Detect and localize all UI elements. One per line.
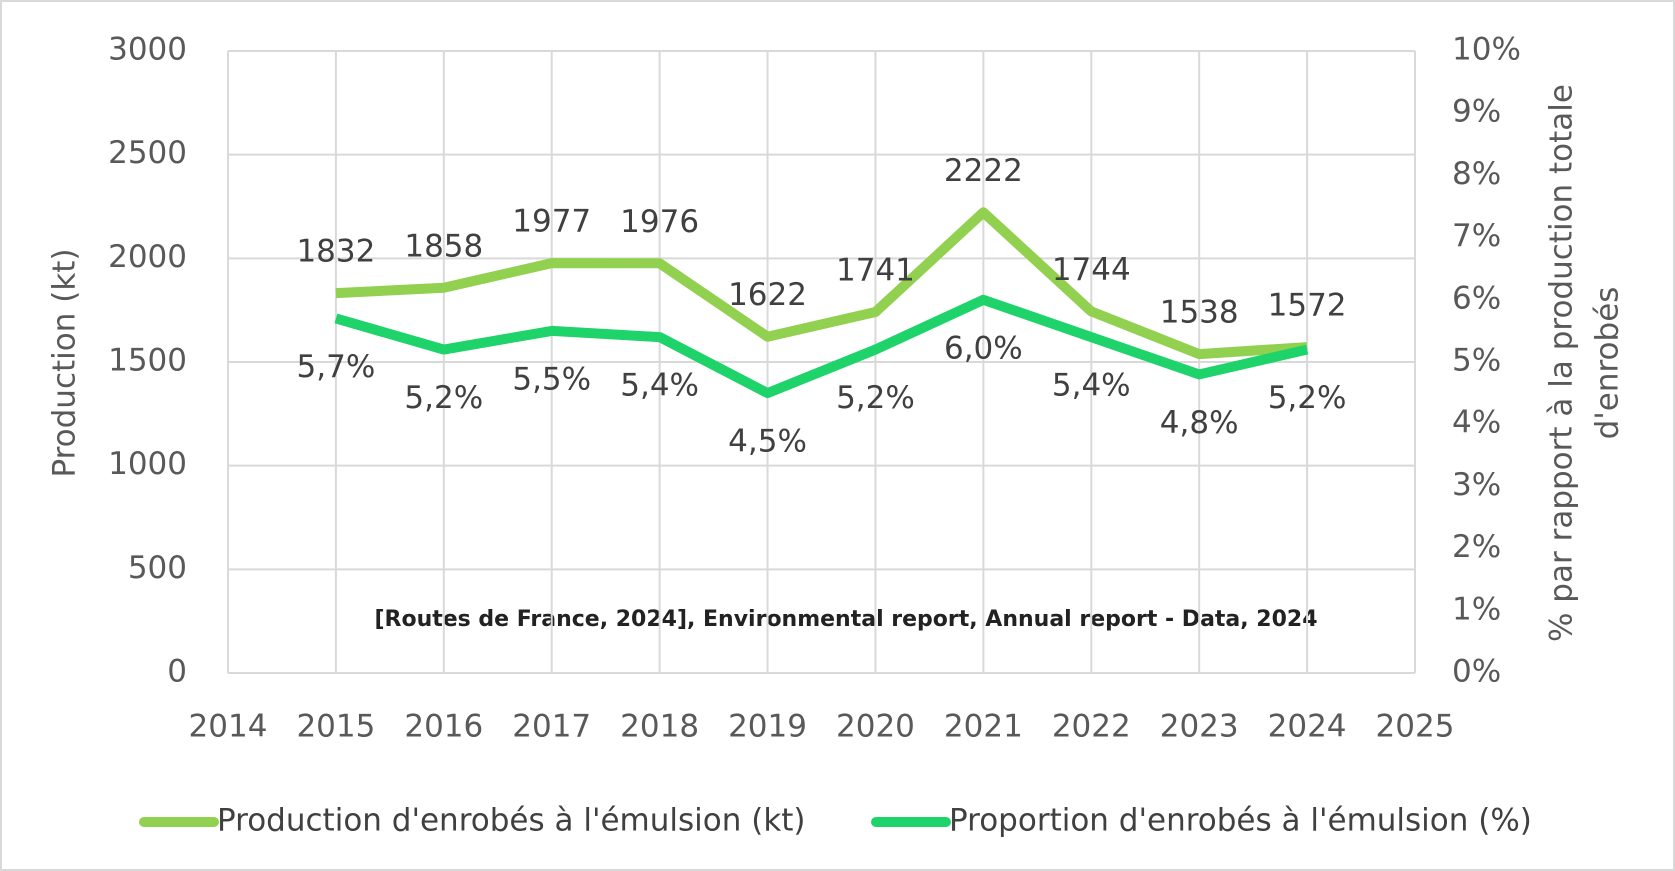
y2-tick-label: 4% (1452, 405, 1501, 441)
y2-tick-label: 9% (1452, 94, 1501, 130)
y2-tick-label: 8% (1452, 156, 1501, 192)
data-label: 1858 (404, 228, 483, 264)
y-tick-label: 0 (167, 654, 187, 690)
x-tick-label: 2024 (1268, 709, 1347, 745)
y-tick-label: 2000 (108, 239, 187, 275)
data-label: 4,8% (1160, 405, 1239, 441)
x-tick-label: 2023 (1160, 709, 1239, 745)
legend-label: Proportion d'enrobés à l'émulsion (%) (949, 803, 1532, 839)
data-label: 5,4% (1052, 368, 1131, 404)
y2-tick-label: 0% (1452, 654, 1501, 690)
x-tick-label: 2019 (728, 709, 807, 745)
data-label: 2222 (944, 153, 1023, 189)
data-label: 5,5% (512, 361, 591, 397)
annotation: [Routes de France, 2024], Environmental … (374, 607, 1317, 632)
y2-tick-label: 1% (1452, 591, 1501, 627)
x-tick-label: 2018 (620, 709, 699, 745)
y-tick-label: 1500 (108, 343, 187, 379)
y2-axis-label: d'enrobés (1590, 287, 1626, 440)
data-label: 1538 (1160, 295, 1239, 331)
data-label: 1622 (728, 277, 807, 313)
legend-label: Production d'enrobés à l'émulsion (kt) (217, 803, 806, 839)
x-tick-label: 2016 (404, 709, 483, 745)
data-label: 4,5% (728, 424, 807, 460)
data-label: 1977 (512, 204, 591, 240)
x-tick-label: 2015 (296, 709, 375, 745)
y2-tick-label: 10% (1452, 32, 1521, 68)
data-label: 5,7% (297, 349, 376, 385)
x-tick-label: 2014 (189, 709, 268, 745)
series-line (334, 294, 1309, 399)
y2-tick-label: 7% (1452, 218, 1501, 254)
x-tick-label: 2020 (836, 709, 915, 745)
data-label: 6,0% (944, 330, 1023, 366)
data-label: 5,2% (1268, 380, 1347, 416)
y2-tick-label: 3% (1452, 467, 1501, 503)
y-tick-label: 3000 (108, 32, 187, 68)
x-tick-label: 2025 (1376, 709, 1455, 745)
data-label: 1976 (620, 204, 699, 240)
data-label: 5,2% (836, 380, 915, 416)
x-tick-label: 2017 (512, 709, 591, 745)
data-label: 1572 (1268, 288, 1347, 324)
y-tick-label: 1000 (108, 446, 187, 482)
y2-tick-label: 2% (1452, 529, 1501, 565)
x-tick-label: 2021 (944, 709, 1023, 745)
data-label: 5,2% (404, 380, 483, 416)
y-axis-label: Production (kt) (47, 248, 83, 477)
y-tick-label: 500 (128, 550, 187, 586)
data-label: 1832 (296, 234, 375, 270)
y2-tick-label: 5% (1452, 343, 1501, 379)
data-label: 1744 (1052, 252, 1131, 288)
y2-tick-label: 6% (1452, 280, 1501, 316)
x-tick-label: 2022 (1052, 709, 1131, 745)
y2-axis-label: % par rapport à la production totale (1544, 84, 1580, 642)
data-label: 1741 (836, 253, 915, 289)
series-line (335, 207, 1308, 360)
y-tick-label: 2500 (108, 135, 187, 171)
data-label: 5,4% (620, 368, 699, 404)
